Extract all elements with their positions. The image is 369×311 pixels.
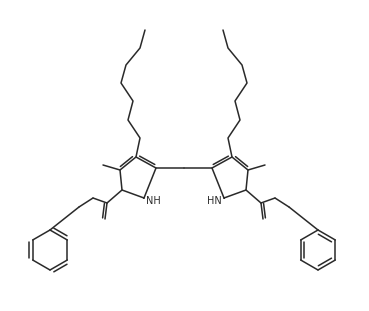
Text: HN: HN: [207, 196, 222, 206]
Text: NH: NH: [146, 196, 161, 206]
